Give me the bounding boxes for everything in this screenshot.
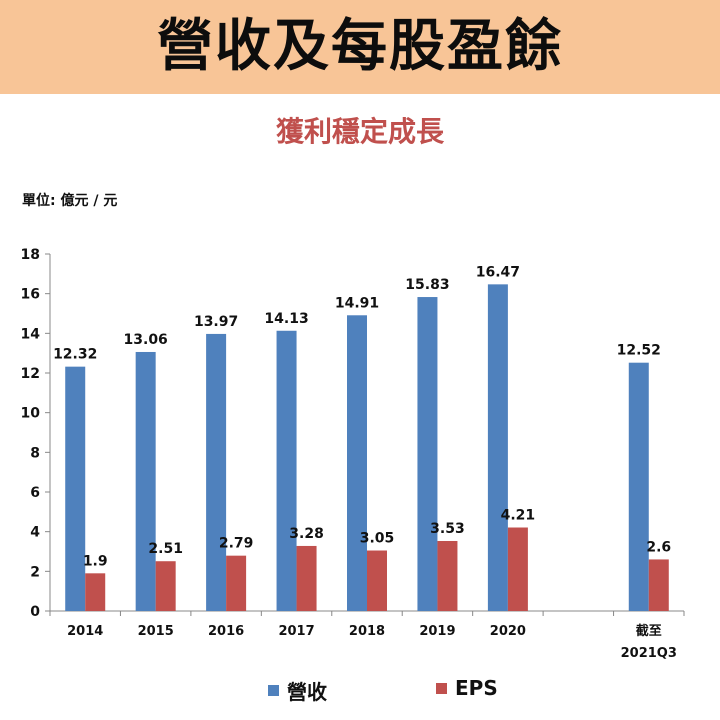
legend-item-revenue: 營收 bbox=[268, 676, 327, 705]
bar-eps bbox=[226, 555, 247, 611]
x-category-label: 截至 bbox=[636, 623, 662, 639]
data-label-eps: 4.21 bbox=[501, 508, 536, 524]
bar-eps bbox=[507, 527, 528, 611]
bar-revenue bbox=[65, 366, 86, 611]
legend-item-eps: EPS bbox=[436, 676, 498, 700]
bar-eps bbox=[437, 540, 458, 611]
y-tick-label: 4 bbox=[30, 525, 40, 541]
data-label-revenue: 16.47 bbox=[476, 264, 520, 280]
bar-revenue bbox=[135, 351, 156, 611]
data-label-revenue: 13.97 bbox=[194, 314, 238, 330]
data-label-eps: 3.53 bbox=[430, 521, 465, 537]
bar-revenue bbox=[628, 362, 649, 611]
title-banner bbox=[0, 0, 720, 94]
y-tick-label: 18 bbox=[21, 247, 40, 263]
bar-revenue bbox=[417, 297, 438, 611]
bar-eps bbox=[367, 550, 387, 611]
legend-label-eps: EPS bbox=[455, 676, 498, 700]
data-label-revenue: 13.06 bbox=[124, 332, 168, 348]
x-category-label: 2018 bbox=[349, 624, 385, 639]
bar-eps bbox=[85, 573, 106, 611]
x-category-label: 2016 bbox=[208, 624, 244, 639]
y-tick-label: 12 bbox=[21, 366, 40, 382]
legend-swatch-revenue bbox=[268, 685, 279, 696]
y-tick-label: 0 bbox=[30, 604, 40, 620]
legend-swatch-eps bbox=[436, 682, 447, 694]
x-category-label: 2019 bbox=[419, 624, 455, 639]
legend-label-revenue: 營收 bbox=[287, 680, 327, 704]
data-label-eps: 2.6 bbox=[646, 539, 671, 555]
data-label-revenue: 14.91 bbox=[335, 295, 379, 311]
data-label-eps: 3.05 bbox=[360, 531, 395, 547]
bar-revenue bbox=[487, 284, 508, 611]
data-label-revenue: 12.32 bbox=[53, 347, 97, 363]
y-tick-label: 14 bbox=[21, 326, 41, 342]
y-tick-label: 16 bbox=[21, 287, 40, 303]
y-tick-label: 8 bbox=[30, 445, 40, 461]
y-tick-label: 6 bbox=[30, 485, 40, 501]
x-category-label: 2021Q3 bbox=[621, 646, 677, 661]
x-category-label: 2017 bbox=[278, 624, 314, 639]
data-label-eps: 2.51 bbox=[148, 541, 183, 557]
bar-eps bbox=[155, 561, 176, 611]
bar-eps bbox=[296, 545, 317, 611]
data-label-revenue: 12.52 bbox=[617, 343, 661, 359]
x-category-label: 2015 bbox=[138, 624, 174, 639]
unit-label: 單位: 億元 / 元 bbox=[22, 193, 118, 209]
chart-subtitle: 獲利穩定成長 bbox=[275, 115, 444, 148]
data-label-eps: 3.28 bbox=[289, 526, 324, 542]
data-label-revenue: 15.83 bbox=[405, 277, 449, 293]
data-label-eps: 1.9 bbox=[83, 553, 108, 569]
y-tick-label: 10 bbox=[21, 406, 41, 422]
bar-revenue bbox=[206, 333, 227, 611]
data-label-revenue: 14.13 bbox=[264, 311, 308, 327]
page-title: 營收及每股盈餘 bbox=[157, 14, 563, 79]
bar-revenue bbox=[347, 315, 367, 611]
x-category-label: 2020 bbox=[490, 624, 526, 639]
data-label-eps: 2.79 bbox=[219, 536, 254, 552]
y-tick-label: 2 bbox=[30, 564, 40, 580]
x-category-label: 2014 bbox=[67, 624, 103, 639]
bar-eps bbox=[648, 559, 669, 611]
bar-revenue bbox=[276, 330, 297, 611]
